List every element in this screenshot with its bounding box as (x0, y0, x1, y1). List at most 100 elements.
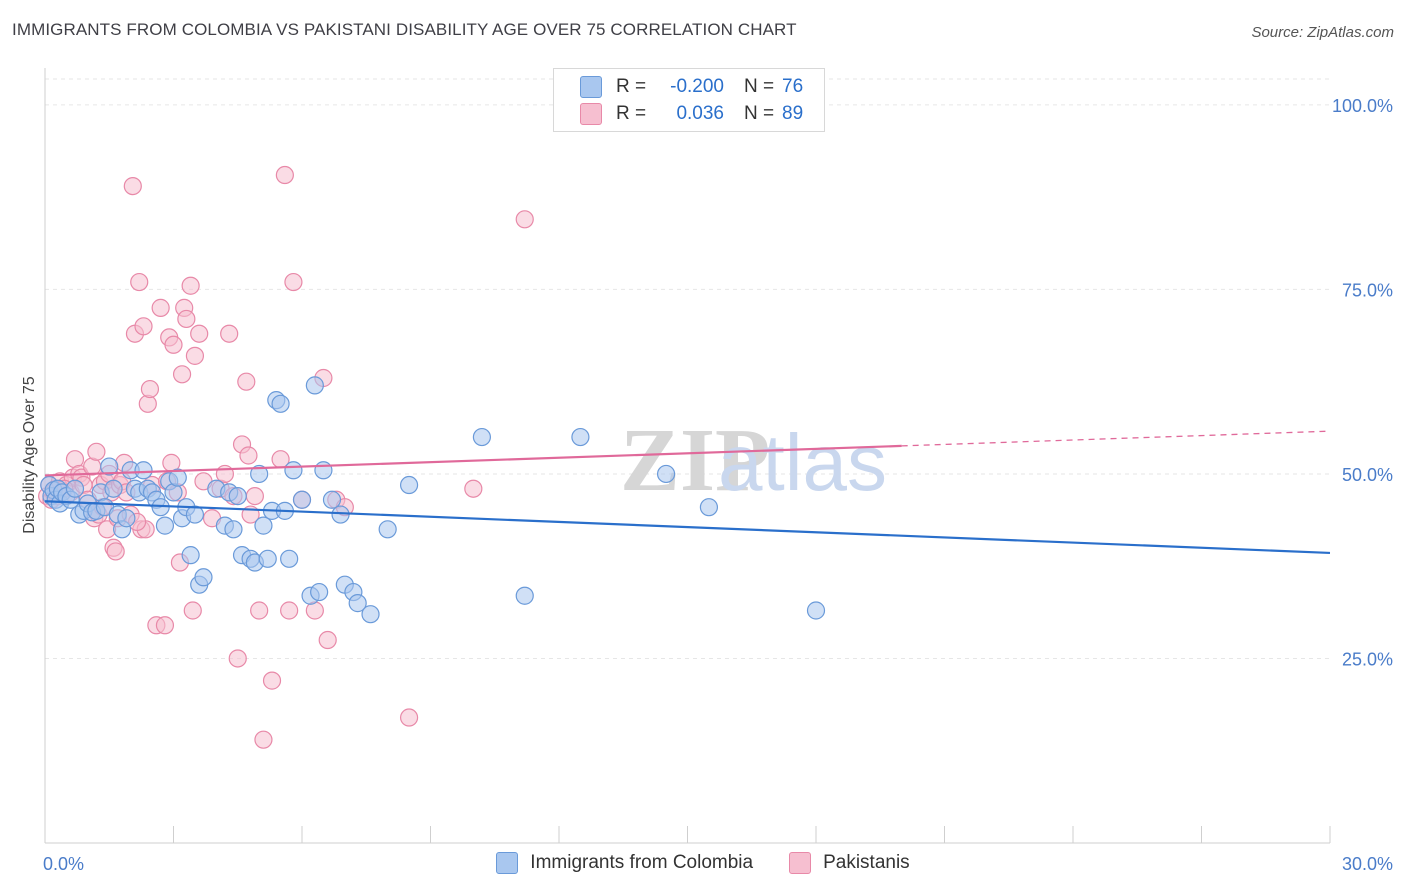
watermark-atlas: atlas (718, 418, 887, 507)
n-label: N = (744, 103, 775, 124)
data-point (168, 468, 187, 487)
data-point (140, 379, 160, 399)
data-point (134, 317, 153, 336)
pakistanis-points (38, 165, 534, 749)
tick-labels: 25.0% 50.0% 75.0% 100.0% 0.0% 30.0% (43, 96, 1393, 874)
y-tick-label: 50.0% (1342, 465, 1393, 485)
x-tick-label: 30.0% (1342, 854, 1393, 874)
data-point (262, 671, 282, 690)
data-point (275, 165, 294, 185)
pink-swatch (789, 852, 812, 874)
data-point (185, 346, 205, 365)
data-point (472, 427, 491, 447)
data-point (322, 490, 342, 509)
n-value: 89 (782, 103, 804, 124)
data-point (280, 549, 299, 568)
data-point (314, 461, 333, 480)
data-point (310, 582, 329, 602)
data-point (399, 475, 419, 495)
r-value: -0.200 (670, 76, 724, 97)
data-point (245, 486, 264, 506)
y-axis-label: Disability Age Over 75 (21, 376, 38, 534)
data-point (464, 479, 483, 498)
data-point (699, 498, 719, 517)
data-point (130, 272, 149, 292)
watermark-zip: ZIP (620, 411, 770, 510)
data-point (181, 546, 200, 565)
legend-row-pakistanis: R = 0.036 N = 89 (580, 101, 803, 127)
n-label: N = (744, 76, 775, 97)
data-point (87, 442, 106, 461)
data-point (190, 324, 209, 343)
data-point (806, 601, 826, 620)
legend-item-colombia[interactable]: Immigrants from Colombia (496, 852, 753, 874)
data-point (237, 372, 256, 391)
data-point (181, 276, 200, 295)
pakistanis-trend-extension (901, 430, 1331, 447)
series-legend: Immigrants from Colombia Pakistanis (0, 852, 1406, 874)
data-point (331, 505, 350, 524)
data-point (378, 520, 397, 539)
data-point (228, 649, 247, 668)
data-point (220, 324, 239, 343)
data-point (250, 464, 269, 484)
data-point (284, 272, 303, 292)
trend-lines (44, 430, 1331, 555)
data-point (515, 210, 534, 229)
data-point (280, 601, 299, 620)
y-tick-label: 25.0% (1342, 649, 1393, 669)
data-point (123, 176, 142, 196)
chart-title: IMMIGRANTS FROM COLOMBIA VS PAKISTANI DI… (12, 20, 797, 39)
data-point (254, 516, 273, 535)
legend-label: Pakistanis (823, 852, 910, 873)
data-point (361, 605, 380, 624)
data-point (164, 335, 183, 354)
source-label: Source: ZipAtlas.com (1251, 24, 1394, 41)
data-point (515, 586, 534, 605)
axes (44, 68, 1331, 844)
data-point (305, 376, 324, 395)
data-point (348, 594, 367, 613)
legend-item-pakistanis[interactable]: Pakistanis (789, 852, 910, 874)
data-point (172, 365, 192, 384)
blue-swatch (496, 852, 519, 874)
r-label: R = (616, 103, 647, 124)
data-point (185, 505, 205, 524)
stats-legend: R = -0.200 N = 76 R = 0.036 N = 89 (553, 68, 825, 132)
data-point (318, 630, 337, 650)
data-point (258, 549, 277, 568)
legend-label: Immigrants from Colombia (530, 852, 754, 873)
data-point (134, 461, 153, 480)
data-point (284, 461, 303, 480)
data-point (271, 394, 290, 413)
data-point (194, 568, 213, 587)
data-point (155, 616, 175, 635)
data-point (117, 509, 136, 528)
data-point (65, 479, 85, 498)
data-point (399, 708, 419, 727)
data-point (151, 298, 170, 317)
data-point (571, 427, 590, 447)
data-point (104, 479, 123, 498)
blue-swatch (580, 76, 602, 98)
y-tick-label: 100.0% (1332, 96, 1393, 116)
data-point (656, 464, 676, 484)
pink-swatch (580, 103, 602, 125)
data-point (155, 516, 175, 535)
n-value: 76 (782, 76, 804, 97)
legend-row-colombia: R = -0.200 N = 76 (580, 74, 803, 100)
data-point (239, 446, 258, 465)
data-point (250, 601, 269, 620)
data-point (177, 309, 196, 329)
r-label: R = (616, 76, 647, 97)
data-point (254, 730, 273, 749)
data-point (106, 542, 125, 561)
y-tick-label: 75.0% (1342, 280, 1393, 300)
pakistanis-trend-line (44, 444, 902, 477)
grid-lines (45, 78, 1330, 659)
data-point (292, 490, 312, 509)
data-point (100, 457, 119, 476)
data-point (183, 601, 202, 620)
data-point (224, 520, 243, 539)
